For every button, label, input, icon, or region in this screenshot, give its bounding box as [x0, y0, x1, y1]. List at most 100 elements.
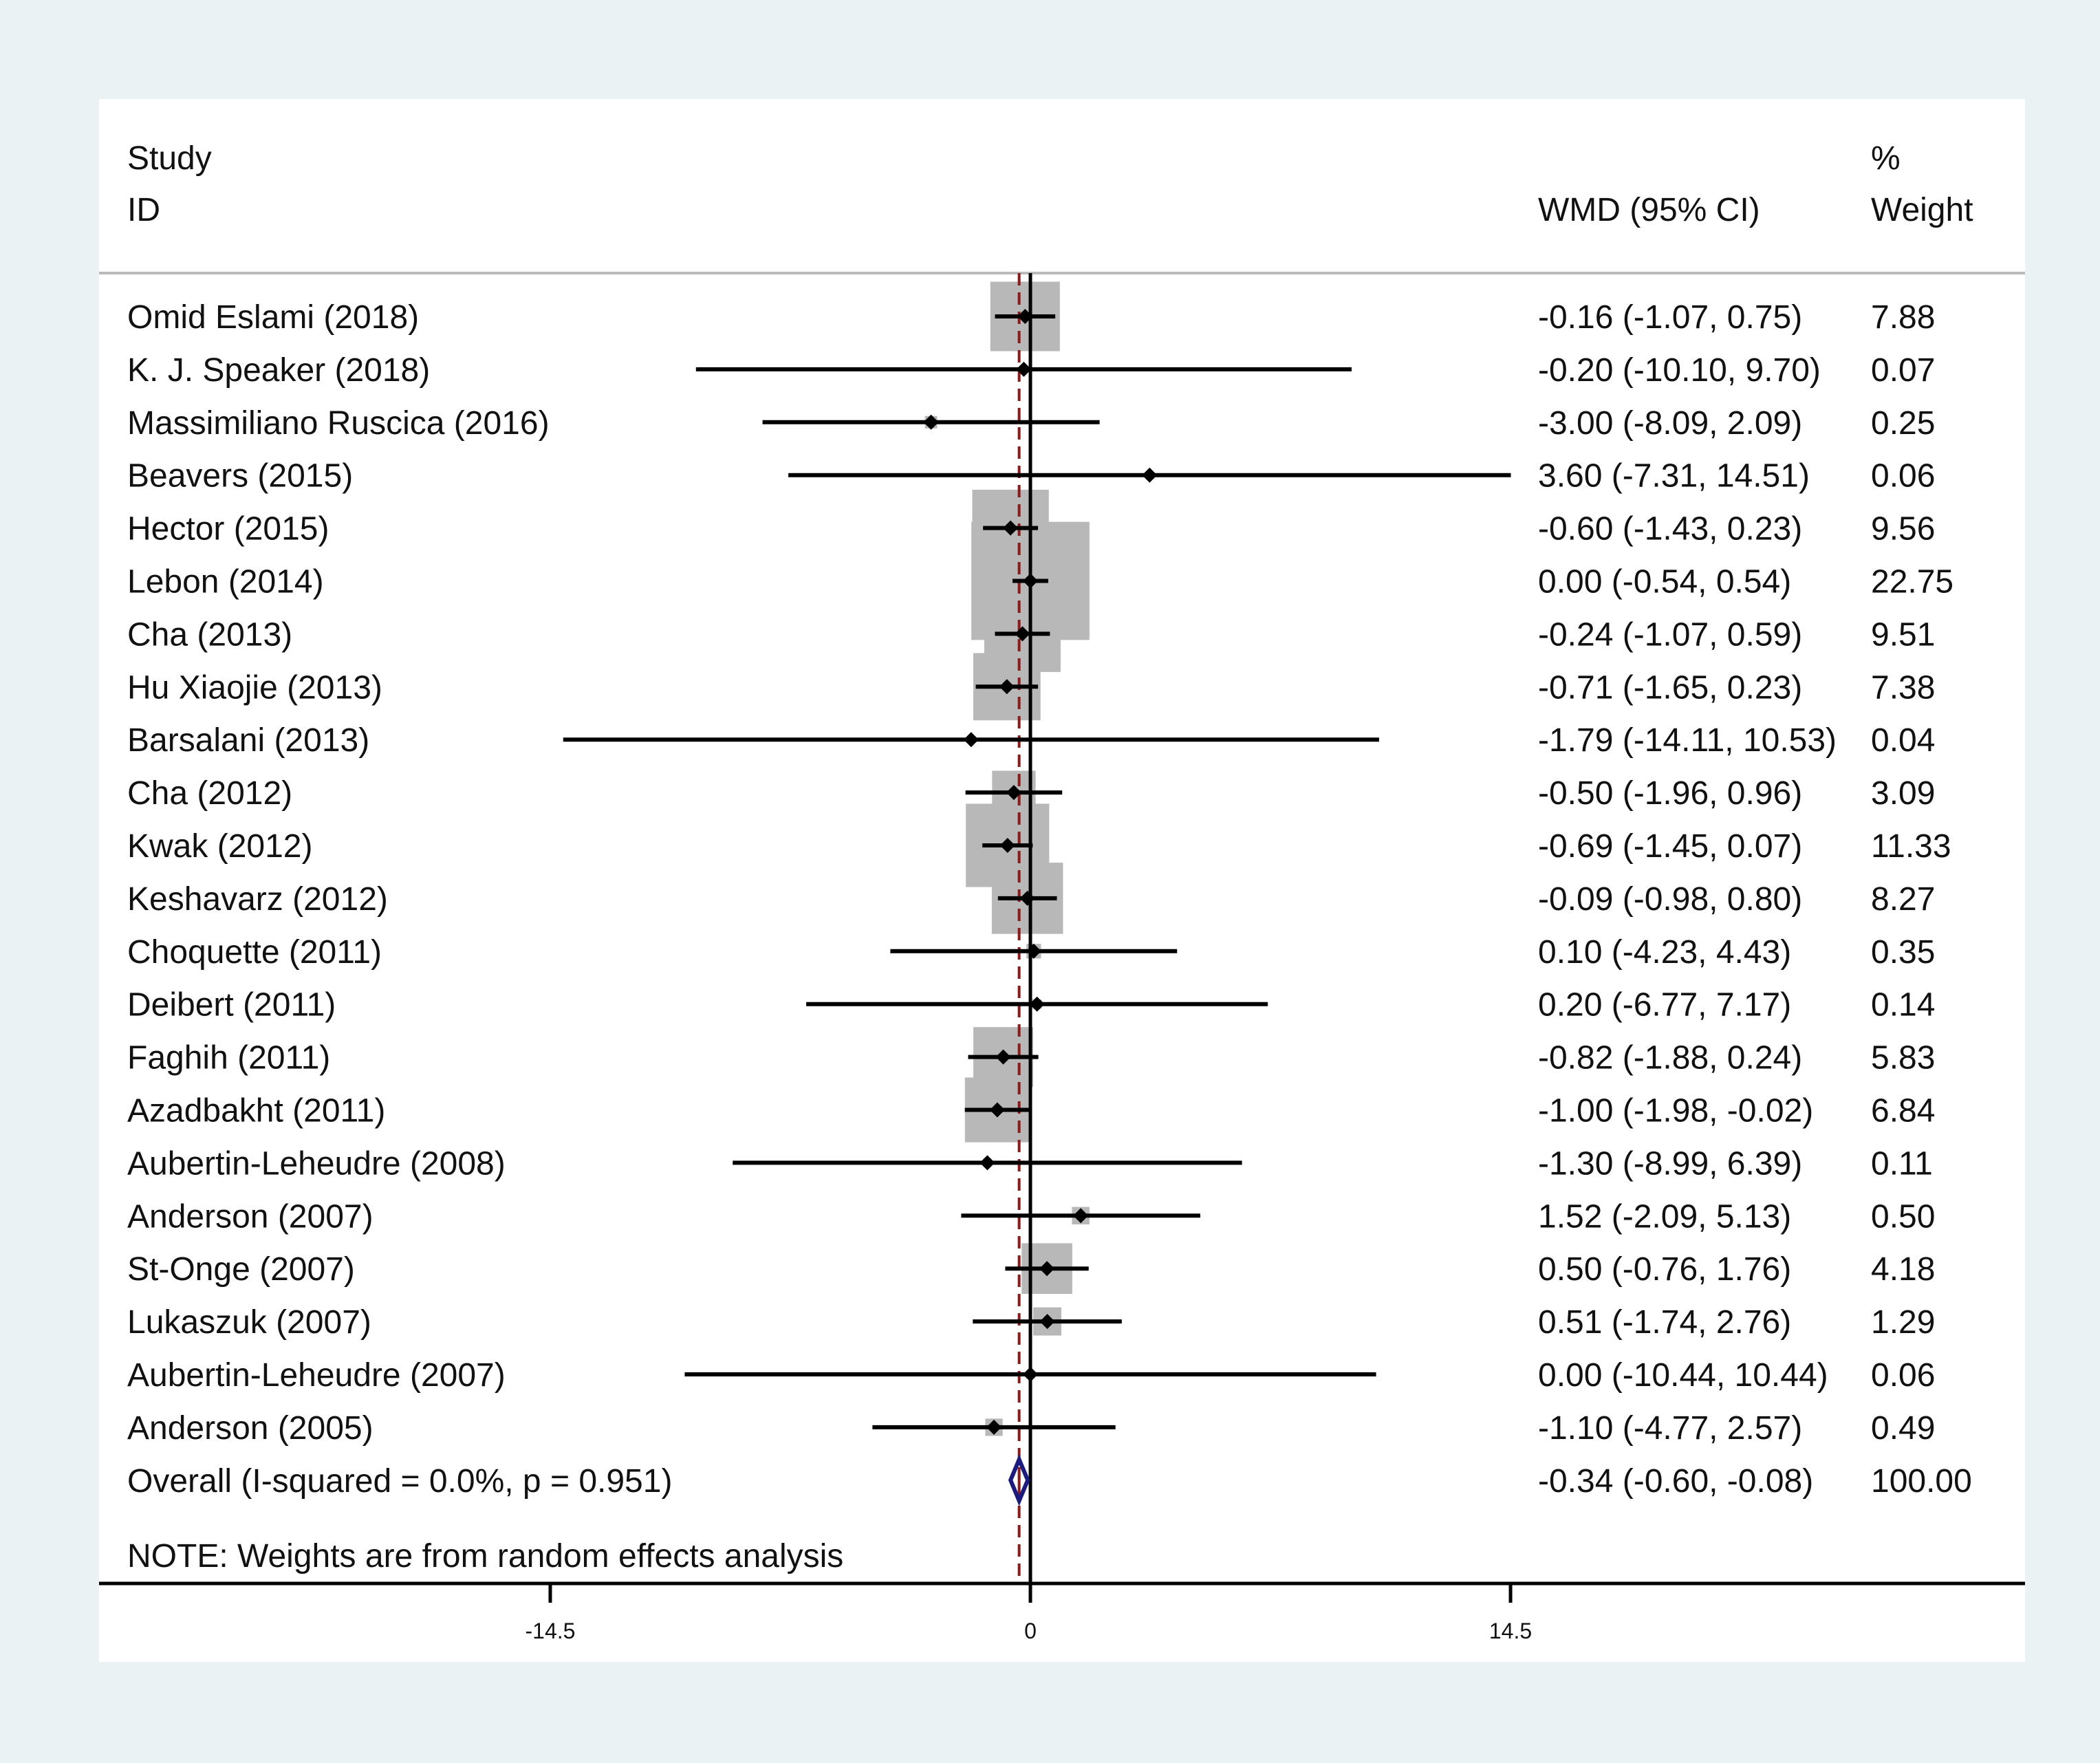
reference-lines — [1017, 273, 1032, 1583]
overall-weight-label: 100.00 — [1871, 1463, 1972, 1500]
effect-header: WMD (95% CI) — [1538, 192, 1760, 228]
weight-label: 9.51 — [1871, 616, 1935, 653]
weight-label: 0.50 — [1871, 1198, 1935, 1235]
study-label: Azadbakht (2011) — [127, 1093, 385, 1129]
x-tick-label: -14.5 — [526, 1619, 576, 1643]
point-estimate-marker — [1023, 573, 1038, 589]
point-estimate-marker — [986, 1419, 1002, 1435]
point-estimate-marker — [1017, 309, 1033, 324]
study-label: Beavers (2015) — [127, 458, 353, 495]
weight-label: 0.14 — [1871, 987, 1935, 1024]
effect-ci-label: -0.82 (-1.88, 0.24) — [1538, 1040, 1802, 1077]
effect-ci-label: -1.00 (-1.98, -0.02) — [1538, 1093, 1813, 1129]
weight-label: 0.06 — [1871, 1357, 1935, 1394]
study-label: Cha (2013) — [127, 616, 292, 653]
weight-header-line1: % — [1871, 140, 1901, 177]
study-header-line2: ID — [127, 192, 160, 228]
effect-ci-label: 3.60 (-7.31, 14.51) — [1538, 458, 1810, 495]
weight-label: 7.88 — [1871, 299, 1935, 336]
effect-ci-label: 0.00 (-10.44, 10.44) — [1538, 1357, 1828, 1394]
weight-boxes — [924, 281, 1153, 1436]
point-estimate-marker — [963, 732, 979, 748]
x-axis-ticks: -14.5 0 14.5 — [526, 1583, 1532, 1643]
effect-ci-label: -0.50 (-1.96, 0.96) — [1538, 775, 1802, 812]
x-tick-label: 14.5 — [1489, 1619, 1532, 1643]
study-header-line1: Study — [127, 140, 212, 177]
weight-label: 0.49 — [1871, 1410, 1935, 1447]
study-label: Lebon (2014) — [127, 564, 324, 601]
point-estimate-marker — [923, 414, 939, 430]
point-estimate-marker — [989, 1102, 1005, 1118]
overall-label: Overall (I-squared = 0.0%, p = 0.951) — [127, 1463, 672, 1500]
study-label: Aubertin-Leheudre (2008) — [127, 1145, 506, 1182]
weight-label: 7.38 — [1871, 669, 1935, 706]
point-estimate-marker — [1019, 890, 1035, 906]
point-estimate-marker — [1029, 996, 1045, 1012]
weight-label: 0.25 — [1871, 405, 1935, 442]
point-estimate-marker — [1006, 785, 1021, 801]
effect-ci-label: -0.16 (-1.07, 0.75) — [1538, 299, 1802, 336]
effect-ci-label: -0.60 (-1.43, 0.23) — [1538, 511, 1802, 548]
effect-ci-label: -0.20 (-10.10, 9.70) — [1538, 352, 1821, 389]
effect-ci-label: 0.20 (-6.77, 7.17) — [1538, 987, 1791, 1024]
point-estimate-marker — [1039, 1314, 1055, 1330]
weight-label: 8.27 — [1871, 881, 1935, 918]
weight-label: 22.75 — [1871, 564, 1953, 601]
study-label: Lukaszuk (2007) — [127, 1304, 371, 1341]
study-label: Massimiliano Ruscica (2016) — [127, 405, 550, 442]
weight-label: 0.04 — [1871, 722, 1935, 759]
study-label: Hector (2015) — [127, 511, 329, 548]
effect-ci-label: -1.30 (-8.99, 6.39) — [1538, 1145, 1802, 1182]
overall-ci-label: -0.34 (-0.60, -0.08) — [1538, 1463, 1813, 1500]
effect-ci-label: 0.51 (-1.74, 2.76) — [1538, 1304, 1791, 1341]
weight-label: 11.33 — [1871, 828, 1951, 865]
study-label: St-Onge (2007) — [127, 1251, 355, 1288]
weight-label: 0.07 — [1871, 352, 1935, 389]
effect-ci-label: 1.52 (-2.09, 5.13) — [1538, 1198, 1791, 1235]
point-estimate-marker — [999, 838, 1015, 853]
study-label: Cha (2012) — [127, 775, 292, 812]
weight-label: 4.18 — [1871, 1251, 1935, 1288]
point-estimate-marker — [1003, 520, 1019, 536]
study-label: Choquette (2011) — [127, 934, 382, 971]
point-estimate-marker — [1073, 1208, 1089, 1224]
effect-ci-label: -0.69 (-1.45, 0.07) — [1538, 828, 1802, 865]
study-label: Hu Xiaojie (2013) — [127, 669, 382, 706]
ci-marks — [563, 309, 1511, 1506]
forest-plot-panel: Study ID WMD (95% CI) % Weight Omid Esla… — [99, 99, 2025, 1662]
study-label: Barsalani (2013) — [127, 722, 369, 759]
point-estimate-marker — [1016, 361, 1032, 377]
effect-ci-label: -1.10 (-4.77, 2.57) — [1538, 1410, 1802, 1447]
study-label: Kwak (2012) — [127, 828, 312, 865]
effect-ci-label: 0.00 (-0.54, 0.54) — [1538, 564, 1791, 601]
weight-label: 0.06 — [1871, 458, 1935, 495]
study-label: Anderson (2007) — [127, 1198, 374, 1235]
weight-label: 3.09 — [1871, 775, 1935, 812]
study-label: K. J. Speaker (2018) — [127, 352, 430, 389]
study-label: Aubertin-Leheudre (2007) — [127, 1357, 506, 1394]
row-text: Omid Eslami (2018) -0.16 (-1.07, 0.75) 7.8… — [127, 299, 1972, 1500]
point-estimate-marker — [1023, 1367, 1038, 1382]
note-text: NOTE: Weights are from random effects an… — [127, 1538, 843, 1575]
study-label: Anderson (2005) — [127, 1410, 374, 1447]
weight-label: 9.56 — [1871, 511, 1935, 548]
weight-label: 1.29 — [1871, 1304, 1935, 1341]
point-estimate-marker — [1026, 943, 1041, 959]
effect-ci-label: 0.50 (-0.76, 1.76) — [1538, 1251, 1791, 1288]
effect-ci-label: -1.79 (-14.11, 10.53) — [1538, 722, 1837, 759]
point-estimate-marker — [979, 1155, 995, 1171]
point-estimate-marker — [995, 1049, 1011, 1065]
effect-ci-label: -0.71 (-1.65, 0.23) — [1538, 669, 1802, 706]
x-tick-label: 0 — [1024, 1619, 1037, 1643]
study-label: Faghih (2011) — [127, 1040, 330, 1077]
effect-ci-label: -0.09 (-0.98, 0.80) — [1538, 881, 1802, 918]
weight-header-line2: Weight — [1871, 192, 1973, 228]
point-estimate-marker — [999, 679, 1015, 695]
weight-label: 6.84 — [1871, 1093, 1935, 1129]
point-estimate-marker — [1039, 1261, 1055, 1277]
effect-ci-label: -3.00 (-8.09, 2.09) — [1538, 405, 1802, 442]
point-estimate-marker — [1015, 626, 1030, 642]
study-label: Keshavarz (2012) — [127, 881, 388, 918]
overall-diamond — [1008, 1454, 1030, 1506]
weight-label: 0.11 — [1871, 1145, 1933, 1182]
